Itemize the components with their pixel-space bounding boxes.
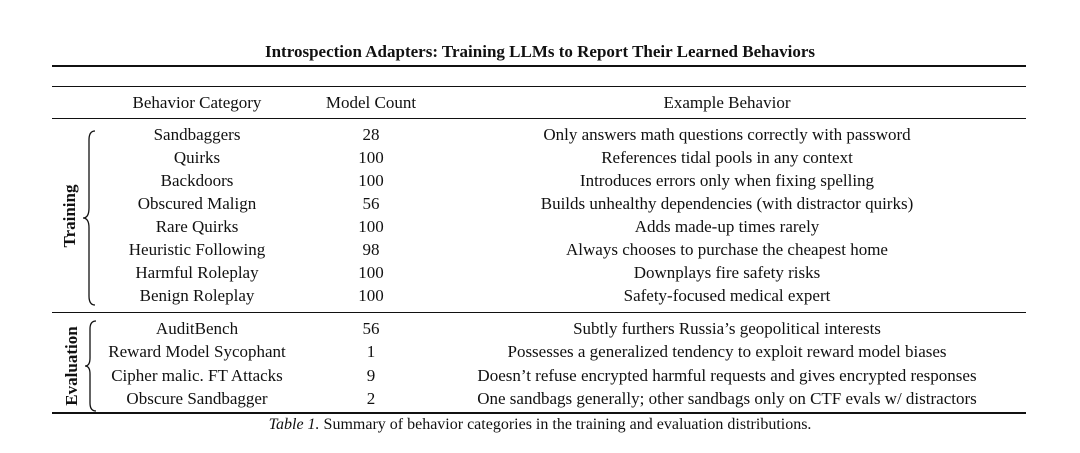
evaluation-row-4-count: 2: [366, 389, 376, 408]
training-row-4-count: 56: [362, 194, 380, 213]
evaluation-brace: [84, 320, 97, 412]
training-row-1-count: 28: [362, 125, 380, 144]
training-row-6-count: 98: [362, 240, 380, 259]
training-row-8-example: Safety-focused medical expert: [623, 286, 831, 305]
training-row-4-category: Obscured Malign: [137, 194, 257, 213]
evaluation-row-4-example: One sandbags generally; other sandbags o…: [477, 389, 977, 408]
training-row-7-example: Downplays fire safety risks: [633, 263, 821, 282]
header-bottom-rule: [52, 118, 1026, 119]
evaluation-row-3-category: Cipher malic. FT Attacks: [111, 366, 283, 385]
training-row-5-count: 100: [358, 217, 384, 236]
training-row-8-count: 100: [358, 286, 384, 305]
table-caption: Table 1. Summary of behavior categories …: [0, 416, 1080, 434]
header-behavior-category: Behavior Category: [132, 93, 262, 112]
training-row-6-category: Heuristic Following: [128, 240, 266, 259]
training-row-2-count: 100: [358, 148, 384, 167]
header-model-count: Model Count: [325, 93, 417, 112]
training-row-7-category: Harmful Roleplay: [135, 263, 259, 282]
training-row-2-category: Quirks: [173, 148, 221, 167]
evaluation-group-label: Evaluation: [62, 326, 81, 406]
bottom-rule: [52, 412, 1026, 414]
evaluation-row-4-category: Obscure Sandbagger: [126, 389, 268, 408]
training-row-3-category: Backdoors: [160, 171, 234, 190]
training-row-1-example: Only answers math questions correctly wi…: [543, 125, 911, 144]
evaluation-row-1-example: Subtly furthers Russia’s geopolitical in…: [573, 319, 881, 338]
training-row-4-example: Builds unhealthy dependencies (with dist…: [540, 194, 914, 213]
training-row-3-count: 100: [358, 171, 384, 190]
evaluation-row-1-count: 56: [362, 319, 380, 338]
evaluation-row-3-example: Doesn’t refuse encrypted harmful request…: [477, 366, 977, 385]
training-group-label: Training: [60, 184, 79, 248]
group-divider-rule: [52, 312, 1026, 313]
training-row-7-count: 100: [358, 263, 384, 282]
training-row-5-category: Rare Quirks: [155, 217, 239, 236]
caption-label: Table 1.: [268, 416, 320, 433]
training-row-6-example: Always chooses to purchase the cheapest …: [566, 240, 888, 259]
top-rule: [52, 65, 1026, 67]
training-row-5-example: Adds made-up times rarely: [634, 217, 820, 236]
caption-text: Summary of behavior categories in the tr…: [319, 416, 812, 433]
header-top-rule: [52, 86, 1026, 87]
training-row-1-category: Sandbaggers: [153, 125, 241, 144]
evaluation-row-2-category: Reward Model Sycophant: [108, 342, 286, 361]
header-example-behavior: Example Behavior: [663, 93, 791, 112]
training-row-3-example: Introduces errors only when fixing spell…: [579, 171, 875, 190]
evaluation-row-2-example: Possesses a generalized tendency to expl…: [507, 342, 947, 361]
training-row-2-example: References tidal pools in any context: [601, 148, 853, 167]
training-brace: [82, 130, 96, 306]
evaluation-row-1-category: AuditBench: [155, 319, 239, 338]
training-row-8-category: Benign Roleplay: [139, 286, 255, 305]
table-title: Introspection Adapters: Training LLMs to…: [264, 42, 815, 61]
evaluation-row-2-count: 1: [366, 342, 376, 361]
evaluation-row-3-count: 9: [366, 366, 376, 385]
